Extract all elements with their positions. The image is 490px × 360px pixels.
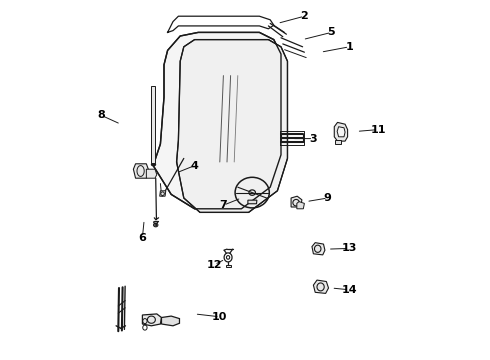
Polygon shape	[147, 169, 157, 178]
Text: 6: 6	[139, 233, 147, 243]
Text: 10: 10	[212, 312, 227, 322]
Text: 2: 2	[300, 11, 308, 21]
Text: 3: 3	[310, 134, 317, 144]
Text: 11: 11	[370, 125, 386, 135]
Polygon shape	[143, 314, 162, 326]
Text: 9: 9	[324, 193, 332, 203]
Polygon shape	[335, 140, 342, 144]
Text: 5: 5	[328, 27, 335, 37]
Text: 1: 1	[345, 42, 353, 52]
Polygon shape	[314, 280, 328, 293]
Polygon shape	[162, 316, 179, 326]
Polygon shape	[153, 32, 281, 209]
Polygon shape	[160, 191, 166, 196]
Text: 14: 14	[342, 285, 357, 295]
Polygon shape	[248, 200, 257, 204]
Polygon shape	[151, 86, 155, 163]
Polygon shape	[297, 202, 304, 209]
Polygon shape	[312, 243, 325, 255]
Text: 4: 4	[191, 161, 198, 171]
Polygon shape	[334, 122, 347, 141]
Polygon shape	[176, 40, 288, 212]
Polygon shape	[133, 164, 149, 178]
Polygon shape	[337, 127, 345, 137]
Polygon shape	[291, 196, 302, 207]
Text: 7: 7	[220, 200, 227, 210]
Text: 8: 8	[97, 110, 105, 120]
Text: 12: 12	[207, 260, 222, 270]
Polygon shape	[226, 265, 231, 267]
Text: 13: 13	[342, 243, 357, 253]
